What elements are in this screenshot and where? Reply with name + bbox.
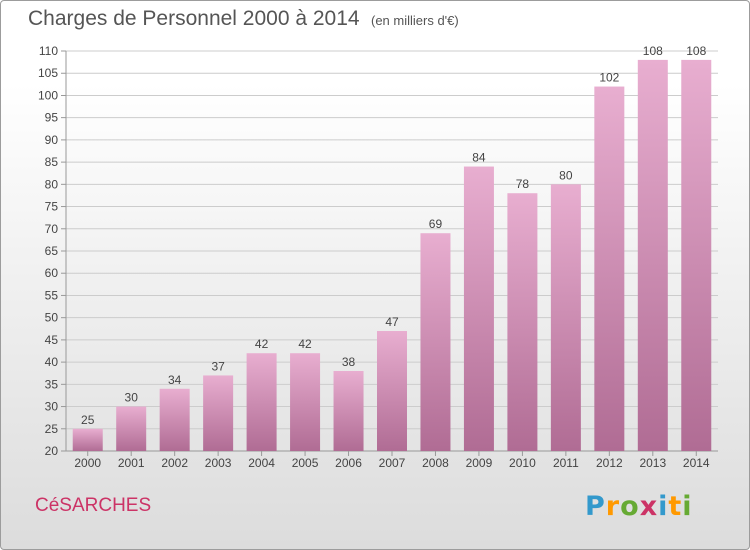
y-tick-label-20: 20 [45,444,59,458]
bar-2006 [333,371,364,451]
chart-subtitle: (en milliers d'€) [371,13,459,28]
y-tick-label-85: 85 [45,155,59,169]
logo-letter-4: i [658,491,669,522]
x-tick-label-2002: 2002 [161,456,188,470]
y-tick-label-45: 45 [45,333,59,347]
x-tick-label-2006: 2006 [335,456,362,470]
value-label-2007: 47 [385,315,399,329]
y-tick-label-80: 80 [45,177,59,191]
bar-2013 [637,59,668,452]
y-tick-label-50: 50 [45,311,59,325]
town-name: CéSARCHES [35,495,152,516]
value-label-2000: 25 [81,413,95,427]
x-tick-label-2000: 2000 [74,456,101,470]
value-label-2008: 69 [429,217,443,231]
bar-2007 [377,331,407,451]
bar-2008 [420,233,451,451]
bar-2011 [550,184,581,452]
x-tick-label-2007: 2007 [379,456,406,470]
y-tick-label-60: 60 [45,266,59,280]
bar-2001 [116,406,147,451]
value-label-2003: 37 [211,359,225,373]
logo-letter-5: t [668,491,683,522]
y-tick-label-70: 70 [45,222,59,236]
y-tick-label-65: 65 [45,244,59,258]
value-label-2006: 38 [342,355,356,369]
y-tick-label-30: 30 [45,400,59,414]
bar-2005 [290,353,321,451]
y-tick-label-35: 35 [45,377,59,391]
x-tick-label-2005: 2005 [292,456,319,470]
y-tick-label-55: 55 [45,288,59,302]
logo-letter-0: P [585,491,606,522]
y-tick-label-25: 25 [45,422,59,436]
bar-2000 [72,428,103,451]
x-tick-label-2010: 2010 [509,456,536,470]
bar-2010 [507,193,538,451]
value-label-2014: 108 [686,44,706,58]
value-label-2011: 80 [559,168,573,182]
y-tick-label-100: 100 [38,88,58,102]
chart-title: Charges de Personnel 2000 à 2014 [28,7,360,30]
x-tick-label-2001: 2001 [118,456,145,470]
proxiti-logo[interactable]: Proxiti [585,491,693,522]
value-label-2004: 42 [255,337,269,351]
logo-letter-6: i [682,491,693,522]
logo-letter-2: o [620,491,640,522]
value-label-2002: 34 [168,373,182,387]
value-label-2005: 42 [298,337,312,351]
bar-2004 [246,353,277,451]
value-label-2009: 84 [472,151,486,165]
y-tick-label-75: 75 [45,200,59,214]
y-tick-label-40: 40 [45,355,59,369]
x-tick-label-2011: 2011 [553,456,579,470]
y-tick-label-110: 110 [39,44,58,58]
value-label-2001: 30 [125,391,139,405]
bar-2002 [159,388,190,451]
x-tick-label-2014: 2014 [683,456,710,470]
y-tick-label-95: 95 [45,111,59,125]
value-label-2010: 78 [516,177,530,191]
value-label-2012: 102 [599,71,619,85]
logo-letter-1: r [605,491,621,522]
bar-2003 [203,375,234,451]
x-tick-label-2013: 2013 [639,456,666,470]
y-tick-label-90: 90 [45,133,59,147]
x-tick-label-2004: 2004 [248,456,275,470]
bar-2014 [681,59,712,452]
x-tick-label-2009: 2009 [466,456,493,470]
y-tick-label-105: 105 [38,66,58,80]
x-tick-label-2012: 2012 [596,456,623,470]
x-tick-label-2003: 2003 [205,456,232,470]
logo-letter-3: x [639,491,659,522]
bar-2012 [594,86,625,452]
value-label-2013: 108 [643,44,663,58]
x-tick-label-2008: 2008 [422,456,449,470]
bar-2009 [463,166,494,452]
